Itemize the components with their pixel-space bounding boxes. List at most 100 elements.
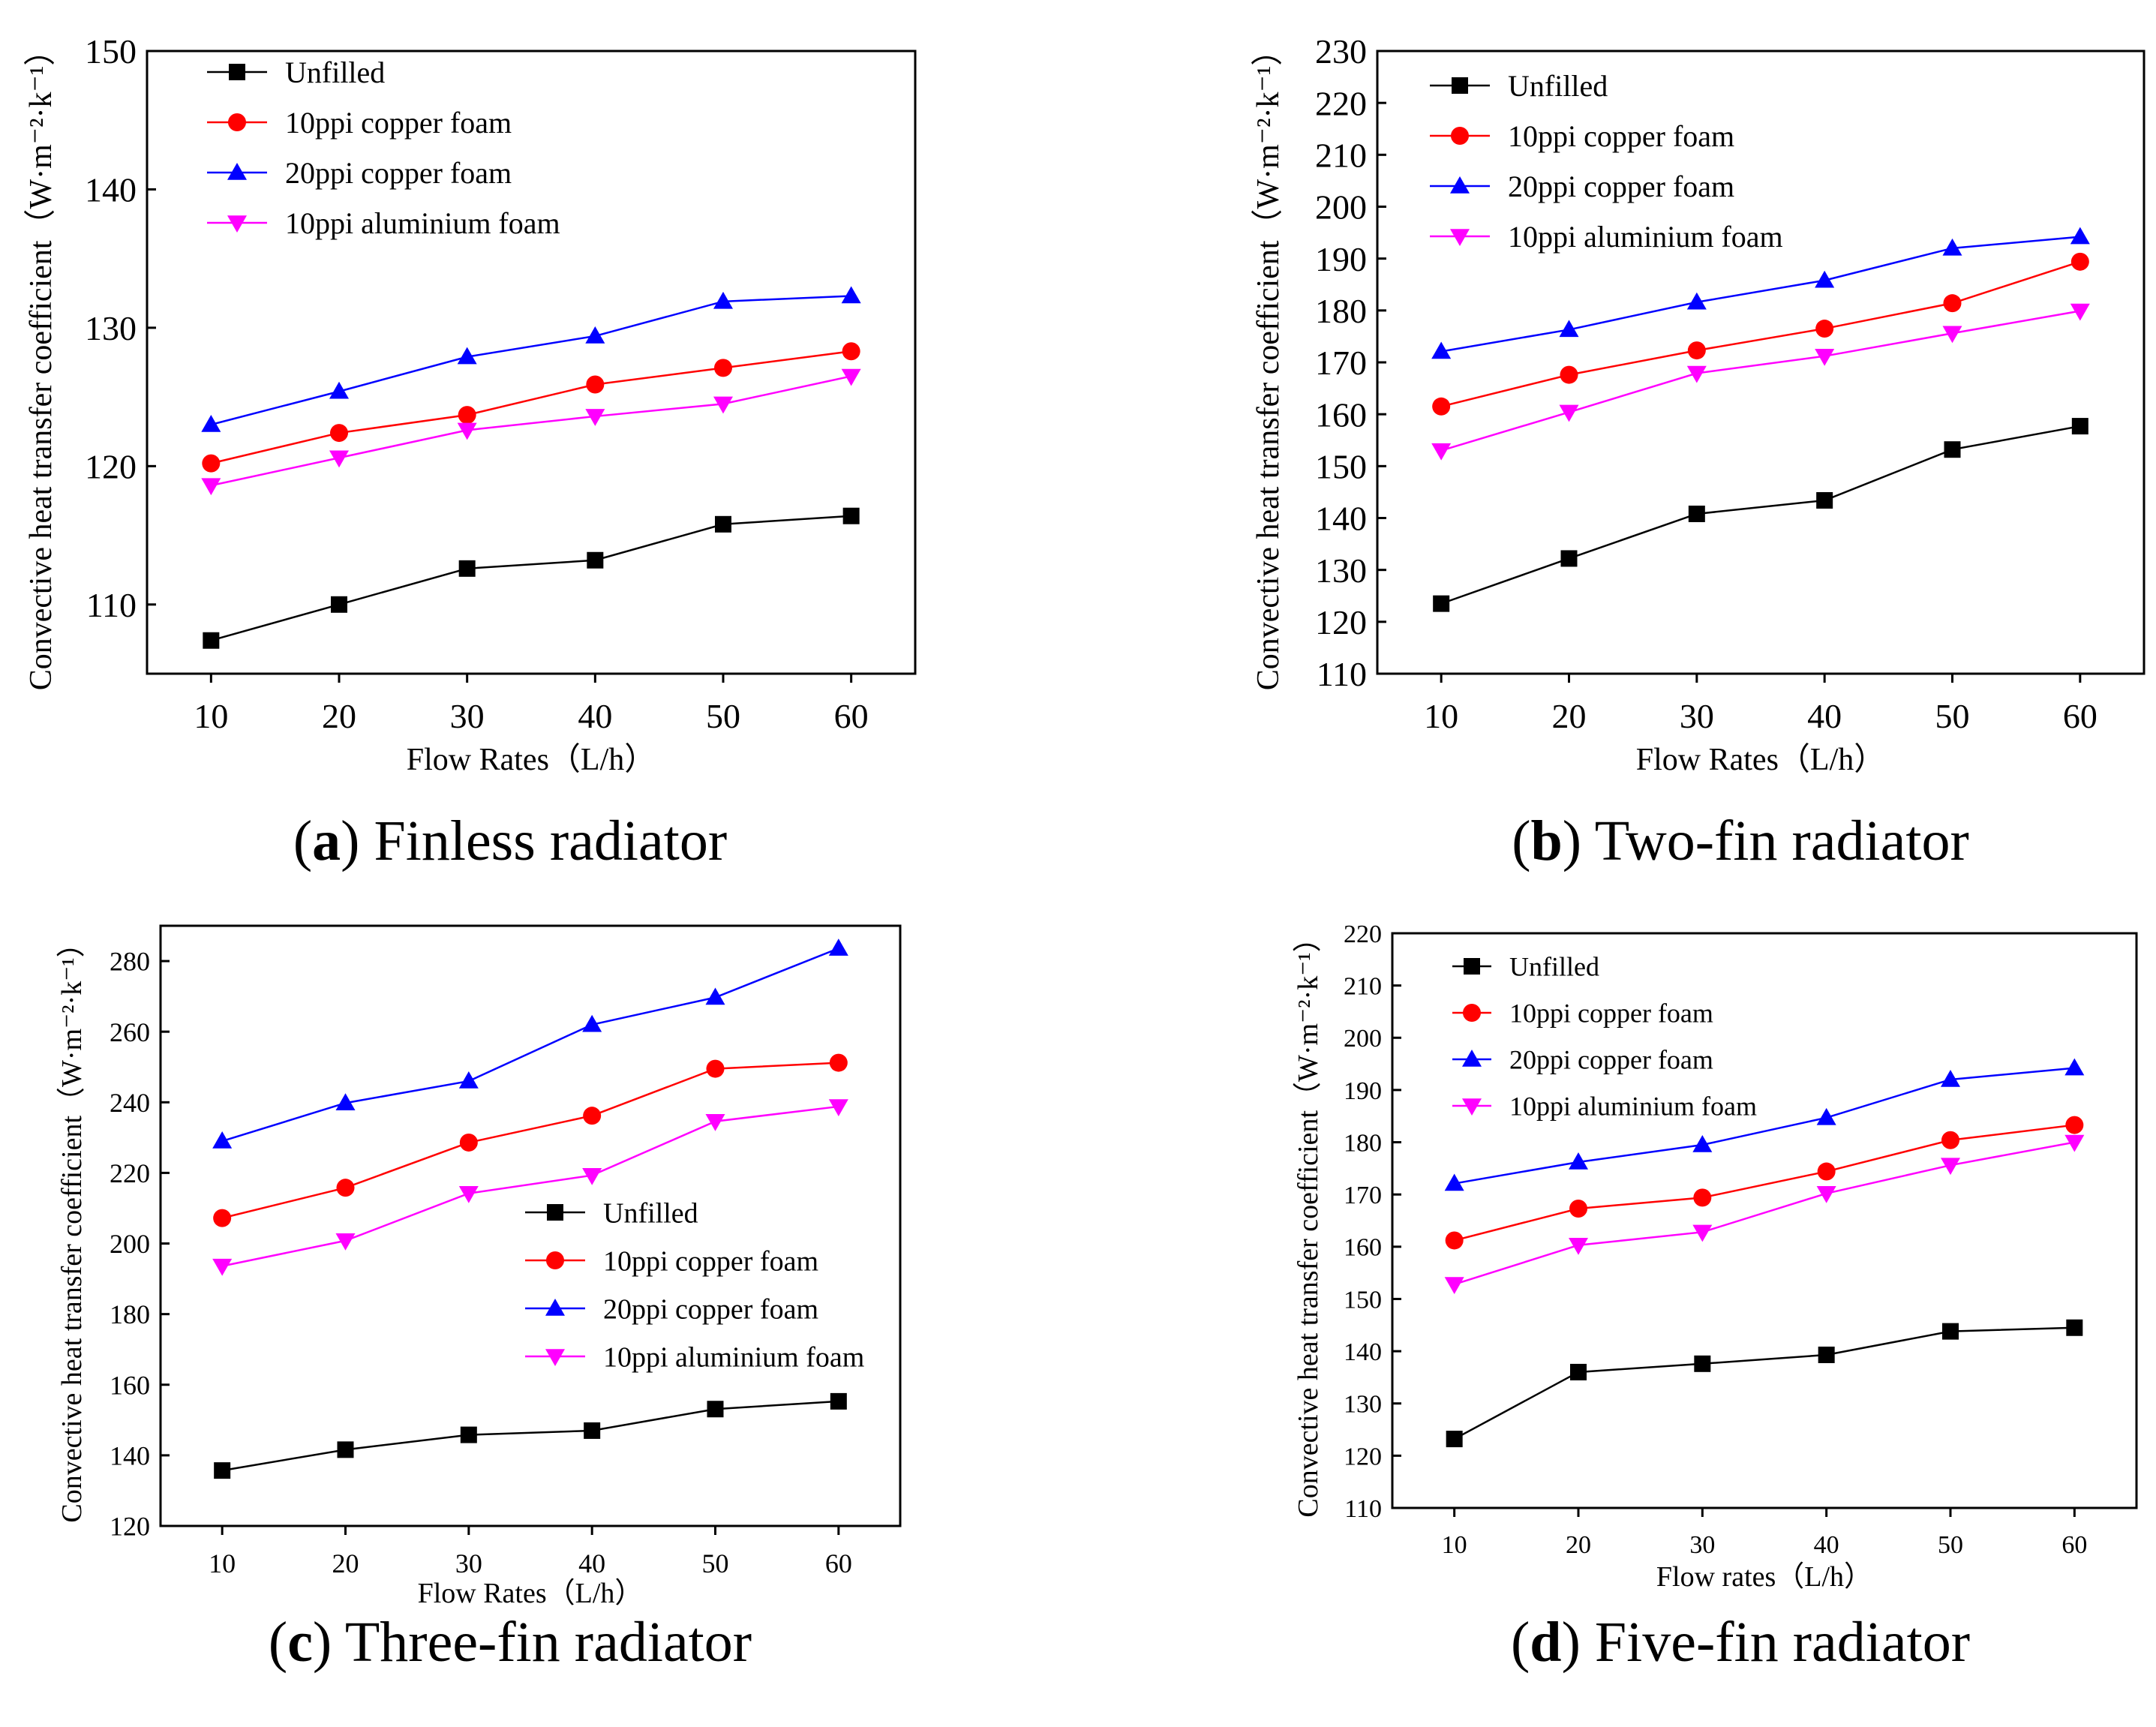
data-point <box>1815 348 1835 366</box>
data-point <box>2070 227 2090 245</box>
caption-paren-open: ( <box>269 1611 287 1674</box>
y-tick-label: 210 <box>1344 973 1382 1001</box>
legend-marker <box>546 1251 564 1269</box>
y-tick-label: 180 <box>110 1299 150 1329</box>
y-tick-label: 160 <box>1315 395 1367 434</box>
data-point <box>1688 505 1705 522</box>
y-tick-label: 150 <box>1315 447 1367 485</box>
x-tick-label: 50 <box>702 1548 729 1578</box>
data-point <box>1818 1346 1835 1363</box>
series-10ppi-copper-foam <box>1432 252 2089 416</box>
data-point <box>586 375 605 394</box>
panel-caption: (c) Three-fin radiator <box>269 1611 752 1674</box>
caption-letter: c <box>287 1611 313 1674</box>
y-tick-label: 160 <box>110 1370 150 1400</box>
legend-label: 10ppi copper foam <box>1509 999 1713 1029</box>
legend-marker <box>1462 1050 1482 1067</box>
y-tick-label: 260 <box>110 1017 150 1047</box>
data-point <box>1816 1186 1836 1203</box>
caption-text: ) Finless radiator <box>341 809 727 873</box>
legend-label: 20ppi copper foam <box>603 1293 818 1325</box>
series-line <box>1440 260 2081 408</box>
x-tick-label: 30 <box>450 697 485 735</box>
y-tick-label: 140 <box>110 1440 150 1470</box>
series-unfilled <box>203 507 860 649</box>
legend: Unfilled 10ppi copper foam 20ppi copper fo… <box>525 1197 864 1373</box>
y-tick-label: 240 <box>110 1088 150 1118</box>
y-tick-label: 140 <box>1315 500 1367 538</box>
legend-label: 10ppi aluminium foam <box>1509 1092 1757 1122</box>
series-10ppi-aluminium-foam <box>1444 1134 2085 1294</box>
legend: Unfilled 10ppi copper foam 20ppi copper fo… <box>1452 952 1757 1122</box>
series-20ppi-copper-foam <box>1444 1058 2085 1191</box>
y-axis-label: Convective heat transfer coefficient（W·m… <box>1251 35 1286 691</box>
data-point <box>201 478 221 496</box>
data-point <box>714 359 732 377</box>
data-point <box>1569 1152 1588 1170</box>
data-point <box>1445 1231 1464 1250</box>
data-point <box>2070 303 2090 321</box>
y-tick-label: 130 <box>85 309 137 347</box>
data-point <box>1693 1188 1712 1207</box>
series-line <box>211 295 851 426</box>
x-tick-label: 10 <box>194 697 228 735</box>
legend-label: 10ppi aluminium foam <box>1508 220 1783 254</box>
series-unfilled <box>1446 1319 2083 1448</box>
data-point <box>330 424 348 443</box>
legend-label: 10ppi copper foam <box>603 1245 818 1277</box>
y-tick-label: 220 <box>1315 84 1367 122</box>
legend: Unfilled 10ppi copper foam 20ppi copper fo… <box>207 56 560 240</box>
data-point <box>582 1014 602 1032</box>
y-tick-label: 280 <box>110 947 150 977</box>
y-tick-label: 170 <box>1344 1182 1382 1209</box>
data-point <box>2065 1116 2084 1134</box>
legend-marker <box>1464 958 1480 975</box>
y-tick-label: 220 <box>1344 921 1382 948</box>
caption-text: ) Five-fin radiator <box>1562 1611 1970 1674</box>
x-tick-label: 40 <box>578 1548 605 1578</box>
series-20ppi-copper-foam <box>1431 227 2090 359</box>
series-line <box>1454 1141 2075 1286</box>
data-point <box>214 1462 231 1479</box>
data-point <box>212 1258 233 1276</box>
data-point <box>1444 1277 1464 1294</box>
y-axis-label: Convective heat transfer coefficient（W·m… <box>56 929 88 1522</box>
series-10ppi-aluminium-foam <box>201 368 861 496</box>
data-point <box>828 939 848 956</box>
data-point <box>1941 1158 1960 1176</box>
data-point <box>1692 1224 1713 1242</box>
y-tick-label: 220 <box>110 1158 150 1188</box>
y-tick-label: 180 <box>1315 292 1367 330</box>
data-point <box>329 381 349 399</box>
series-line <box>221 1062 839 1219</box>
data-point <box>337 1441 354 1458</box>
data-point <box>1560 365 1578 384</box>
data-point <box>705 987 725 1005</box>
series-10ppi-copper-foam <box>213 1053 848 1227</box>
data-point <box>842 342 860 361</box>
data-point <box>1816 491 1833 509</box>
caption-letter: b <box>1531 809 1563 873</box>
series-line <box>210 515 851 641</box>
x-tick-label: 20 <box>322 697 356 735</box>
caption-text: ) Three-fin radiator <box>313 1611 752 1674</box>
data-point <box>583 1107 602 1125</box>
data-point <box>705 1113 725 1131</box>
x-tick-label: 60 <box>825 1548 852 1578</box>
legend-label: 10ppi copper foam <box>285 106 512 140</box>
x-axis-label: Flow Rates（L/h） <box>407 743 656 777</box>
series-unfilled <box>1433 418 2088 612</box>
series-10ppi-copper-foam <box>1445 1116 2084 1250</box>
caption-paren-open: ( <box>293 809 312 873</box>
legend-label: Unfilled <box>1508 69 1608 103</box>
data-point <box>1815 320 1834 338</box>
series-line <box>1440 425 2081 605</box>
caption-letter: a <box>312 809 341 873</box>
y-tick-label: 120 <box>85 447 137 485</box>
series-line <box>1440 236 2080 353</box>
y-tick-label: 110 <box>1344 1495 1382 1523</box>
data-point <box>715 515 731 533</box>
x-tick-label: 60 <box>834 697 869 735</box>
y-tick-label: 210 <box>1315 136 1367 174</box>
y-tick-label: 200 <box>1315 188 1367 227</box>
